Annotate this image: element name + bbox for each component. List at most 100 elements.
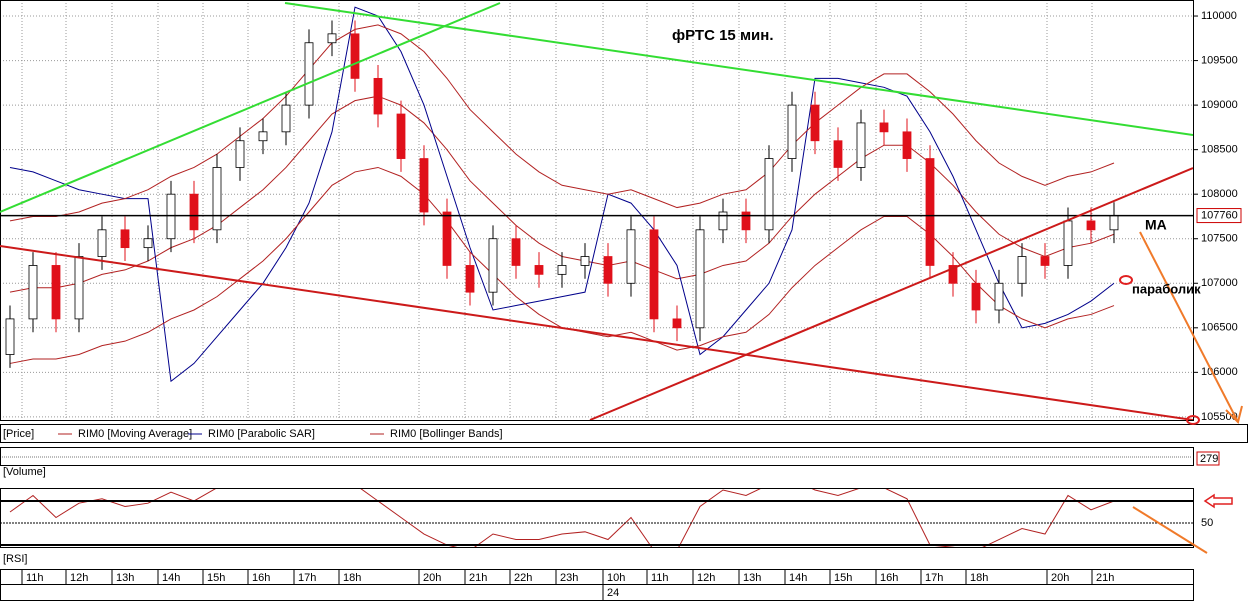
red-circle xyxy=(1186,415,1200,425)
x-tick-label: 16h xyxy=(252,572,270,584)
candle-body xyxy=(189,193,199,231)
x-tick-label: 12h xyxy=(697,572,715,584)
date-label: 24 xyxy=(607,587,619,599)
annotation: параболик xyxy=(1132,281,1201,296)
trend-lines xyxy=(0,2,1193,420)
x-tick-label: 15h xyxy=(834,572,852,584)
volume-box xyxy=(1196,451,1220,466)
legend-label: [Price] xyxy=(3,428,34,440)
candle-body xyxy=(971,282,981,311)
candle-body xyxy=(1109,215,1119,231)
candle-body xyxy=(488,238,498,293)
candle-body xyxy=(603,256,613,284)
candle-body xyxy=(787,104,797,159)
x-tick-label: 11h xyxy=(26,572,44,584)
candle-body xyxy=(1017,256,1027,284)
x-tick-label: 14h xyxy=(162,572,180,584)
candle-body xyxy=(304,42,314,106)
x-tick-label: 21h xyxy=(1096,572,1114,584)
rsi-line xyxy=(9,489,1115,547)
candle-body xyxy=(258,131,268,142)
candle-body xyxy=(350,33,360,79)
orange-arrow xyxy=(1132,506,1208,554)
x-tick-label: 13h xyxy=(116,572,134,584)
candle-body xyxy=(1040,256,1050,266)
arrow-head xyxy=(1225,405,1243,424)
y-tick-label: 107500 xyxy=(1201,233,1238,245)
candle-body xyxy=(649,229,659,320)
x-tick-label: 17h xyxy=(298,572,316,584)
candle-body xyxy=(511,238,521,266)
candle-body xyxy=(1063,220,1073,266)
y-tick-label: 106000 xyxy=(1201,366,1238,378)
x-tick-label: 14h xyxy=(789,572,807,584)
green-trend-line xyxy=(284,2,1193,136)
x-tick-label: 20h xyxy=(423,572,441,584)
candle-body xyxy=(396,113,406,159)
grid xyxy=(0,0,1193,420)
y-tick-label: 106500 xyxy=(1201,322,1238,334)
candle-body xyxy=(97,229,107,257)
candle-body xyxy=(1086,220,1096,231)
candle-body xyxy=(580,256,590,266)
x-tick-label: 13h xyxy=(743,572,761,584)
y-tick-label: 109000 xyxy=(1201,99,1238,111)
candle-body xyxy=(51,265,61,320)
candle-body xyxy=(465,265,475,293)
candle-body xyxy=(764,158,774,231)
y-tick-label: 108500 xyxy=(1201,144,1238,156)
y-tick-label: 107000 xyxy=(1201,277,1238,289)
red-trend-line xyxy=(0,245,1193,420)
candle-body xyxy=(626,229,636,284)
rsi-plot xyxy=(9,489,1115,547)
volume-label: [Volume] xyxy=(3,466,46,478)
candle-body xyxy=(235,140,245,168)
candle-body xyxy=(373,77,383,115)
last-price-label: 107760 xyxy=(1201,209,1238,221)
y-tick-label: 108000 xyxy=(1201,188,1238,200)
candle-body xyxy=(120,229,130,249)
candle-body xyxy=(327,33,337,44)
orange-arrow xyxy=(1139,231,1239,423)
red-trend-line xyxy=(589,167,1193,420)
x-tick-label: 16h xyxy=(880,572,898,584)
candle-body xyxy=(442,211,452,266)
band-upper xyxy=(9,24,1115,222)
candle-body xyxy=(166,193,176,240)
candle-body xyxy=(212,167,222,231)
annotation-shapes xyxy=(1119,231,1243,554)
rsi-frame xyxy=(0,488,1194,548)
candle-body xyxy=(672,318,682,329)
chart-title: фРТС 15 мин. xyxy=(672,27,774,44)
candle-body xyxy=(879,122,889,133)
red-arrow xyxy=(1203,493,1233,509)
x-tick-label: 18h xyxy=(343,572,361,584)
candle-body xyxy=(74,256,84,320)
x-tick-label: 20h xyxy=(1051,572,1069,584)
last-price-box xyxy=(1196,208,1242,224)
candle-body xyxy=(925,158,935,266)
x-tick-label: 11h xyxy=(651,572,669,584)
rsi-label: [RSI] xyxy=(3,553,27,565)
candle-body xyxy=(902,131,912,159)
candle-body xyxy=(741,211,751,231)
rsi-tick-label: 50 xyxy=(1201,517,1213,529)
indicator-line xyxy=(9,6,1115,383)
x-tick-label: 18h xyxy=(970,572,988,584)
x-tick-label: 10h xyxy=(607,572,625,584)
x-tick-label: 22h xyxy=(514,572,532,584)
annotation: MA xyxy=(1145,217,1167,233)
x-tick-label: 12h xyxy=(70,572,88,584)
candle-body xyxy=(281,104,291,133)
candle-body xyxy=(718,211,728,231)
x-tick-label: 15h xyxy=(207,572,225,584)
volume-frame xyxy=(0,447,1194,466)
green-trend-line xyxy=(0,2,501,213)
candle-body xyxy=(994,282,1004,311)
plot-area xyxy=(5,6,1119,383)
candle-body xyxy=(5,318,15,355)
candle-body xyxy=(948,265,958,284)
candle-body xyxy=(557,265,567,275)
candle-body xyxy=(419,158,429,213)
